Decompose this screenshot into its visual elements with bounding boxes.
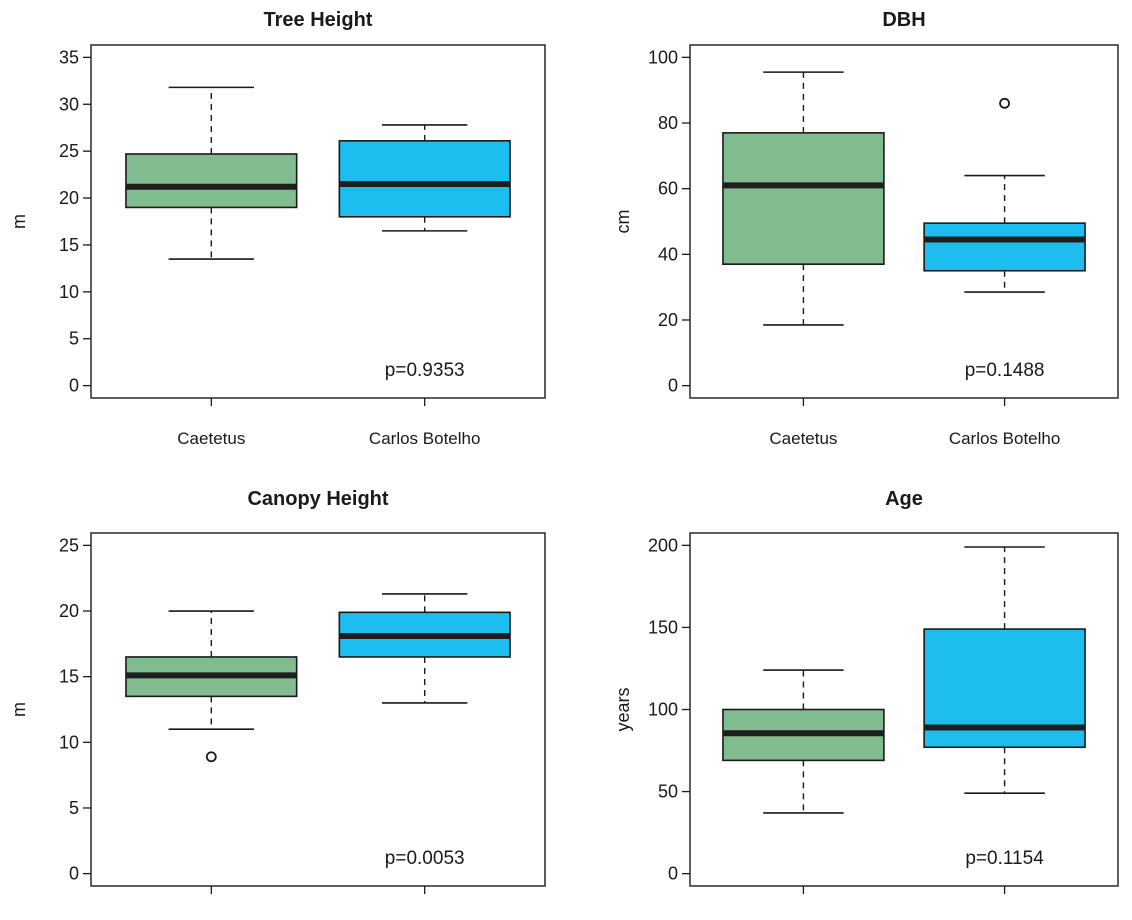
y-tick-label: 20 bbox=[59, 188, 79, 208]
box-caetetus bbox=[722, 71, 885, 326]
y-tick-label: 10 bbox=[59, 732, 79, 752]
box-carlos-botelho bbox=[338, 124, 511, 232]
y-axis-label: years bbox=[613, 687, 633, 731]
y-tick-label: 0 bbox=[668, 864, 678, 884]
y-tick-label: 20 bbox=[59, 601, 79, 621]
plot-frame bbox=[689, 532, 1119, 887]
x-tick-label: Caetetus bbox=[769, 429, 837, 448]
outlier-point bbox=[205, 751, 217, 763]
p-value-annotation: p=0.9353 bbox=[385, 360, 465, 381]
y-tick-label: 15 bbox=[59, 235, 79, 255]
y-tick-label: 0 bbox=[69, 376, 79, 396]
box-carlos-botelho bbox=[923, 546, 1086, 795]
y-axis-label: m bbox=[9, 702, 29, 717]
p-value-annotation: p=0.1154 bbox=[965, 848, 1044, 869]
box-carlos-botelho bbox=[923, 97, 1086, 293]
y-tick-label: 15 bbox=[59, 667, 79, 687]
y-axis-label: cm bbox=[613, 210, 633, 234]
y-tick-label: 5 bbox=[69, 798, 79, 818]
outlier-point bbox=[999, 97, 1010, 109]
panel-4: Age years 0 50 100 150 200 Caetetus Carlos Botel… bbox=[613, 488, 1119, 920]
iqr-box bbox=[125, 153, 298, 209]
box-caetetus bbox=[125, 86, 298, 260]
iqr-box bbox=[338, 140, 511, 218]
panel-3: Canopy Height m 0 5 10 15 20 25 Caetetus Carlos B… bbox=[9, 488, 546, 920]
x-tick-label: Carlos Botelho bbox=[369, 429, 481, 448]
plot-frame bbox=[90, 44, 546, 399]
chart-title: Tree Height bbox=[264, 9, 373, 31]
p-value-annotation: p=0.1488 bbox=[965, 360, 1045, 381]
iqr-box bbox=[923, 222, 1086, 272]
y-axis-label: m bbox=[9, 214, 29, 229]
y-tick-label: 25 bbox=[59, 535, 79, 555]
y-tick-label: 60 bbox=[658, 179, 678, 199]
plot-frame bbox=[90, 532, 546, 887]
y-tick-label: 5 bbox=[69, 329, 79, 349]
y-tick-label: 25 bbox=[59, 141, 79, 161]
x-tick-label: Carlos Botelho bbox=[369, 917, 481, 920]
panel-1: Tree Height m 0 5 10 15 20 25 30 35 Caetetus Carlos… bbox=[9, 9, 546, 448]
y-tick-label: 80 bbox=[658, 113, 678, 133]
p-value-annotation: p=0.0053 bbox=[385, 848, 465, 869]
y-tick-label: 100 bbox=[648, 47, 678, 67]
plot-frame bbox=[689, 44, 1119, 399]
x-tick-label: Carlos Botelho bbox=[949, 917, 1061, 920]
iqr-box bbox=[722, 132, 885, 265]
y-tick-label: 150 bbox=[648, 617, 678, 637]
y-tick-label: 0 bbox=[69, 864, 79, 884]
chart-title: Canopy Height bbox=[247, 488, 388, 510]
y-tick-label: 100 bbox=[648, 700, 678, 720]
box-caetetus bbox=[722, 669, 885, 814]
chart-title: DBH bbox=[882, 9, 925, 31]
chart-title: Age bbox=[885, 488, 923, 510]
y-tick-label: 35 bbox=[59, 47, 79, 67]
y-tick-label: 40 bbox=[658, 244, 678, 264]
panel-2: DBH cm 0 20 40 60 80 100 Caetetus Carlos Botelho p… bbox=[613, 9, 1119, 448]
x-tick-label: Caetetus bbox=[769, 917, 837, 920]
y-tick-label: 20 bbox=[658, 310, 678, 330]
x-tick-label: Caetetus bbox=[177, 429, 245, 448]
y-tick-label: 10 bbox=[59, 282, 79, 302]
y-tick-label: 50 bbox=[658, 782, 678, 802]
x-tick-label: Carlos Botelho bbox=[949, 429, 1061, 448]
box-carlos-botelho bbox=[338, 593, 511, 704]
x-tick-label: Caetetus bbox=[177, 917, 245, 920]
y-tick-label: 30 bbox=[59, 94, 79, 114]
y-tick-label: 0 bbox=[668, 376, 678, 396]
y-tick-label: 200 bbox=[648, 535, 678, 555]
box-caetetus bbox=[125, 610, 298, 763]
